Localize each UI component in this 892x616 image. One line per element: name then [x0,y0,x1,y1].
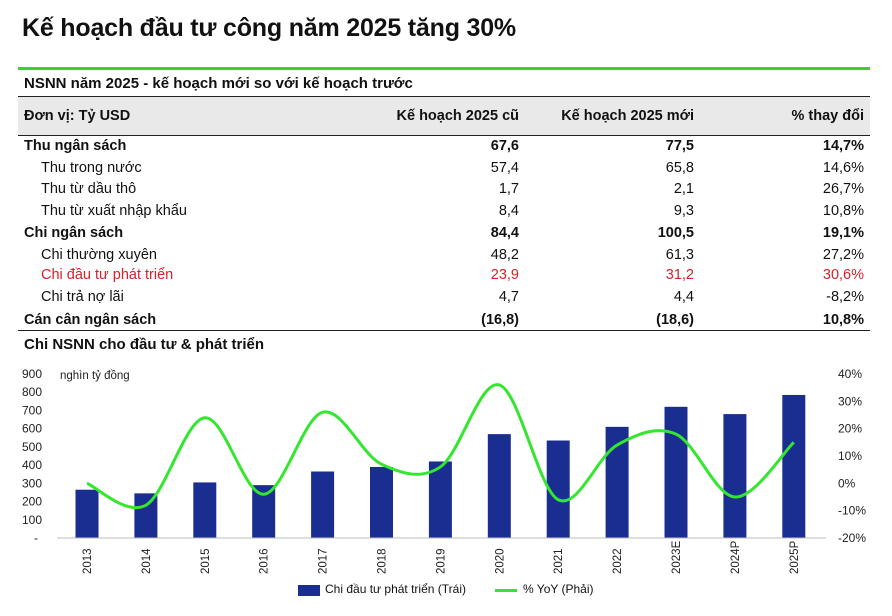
y-right-tick-label: -20% [838,531,866,545]
y-right-tick-label: 30% [838,394,862,408]
page-title: Kế hoạch đầu tư công năm 2025 tăng 30% [22,14,516,42]
bar [487,434,511,538]
y-right-tick-label: 20% [838,422,862,436]
y-left-tick-label: 100 [22,513,42,527]
x-tick-label: 2022 [612,548,624,574]
row-label: Thu từ xuất nhập khẩu [41,203,187,219]
table-header-rule [18,135,870,136]
table-bottom-rule [18,330,870,331]
y-left-tick-label: 600 [22,422,42,436]
row-value: 65,8 [665,160,694,176]
bar [782,394,806,538]
y-right-tick-label: 0% [838,476,856,490]
y-left-tick-label: 500 [22,440,42,454]
row-value: 19,1% [822,225,864,241]
row-value: 14,6% [822,160,864,176]
row-value: 48,2 [490,247,519,263]
y-left-tick-label: 800 [22,385,42,399]
row-label: Cán cân ngân sách [24,312,157,328]
table-header-change: % thay đổi [791,108,864,124]
row-value: 8,4 [498,203,519,219]
bar [605,426,629,538]
row-label: Thu từ dầu thô [41,181,137,197]
row-value: 4,4 [673,289,694,305]
bar [252,485,276,538]
x-tick-label: 2018 [377,548,389,574]
y-left-tick-label: - [34,531,38,545]
x-tick-label: 2017 [318,548,330,574]
bar [664,406,688,538]
row-value: 27,2% [822,247,864,263]
table-header-background [18,97,870,135]
legend-bar-swatch [298,585,320,596]
row-value: 100,5 [657,225,694,241]
bar [134,493,158,538]
bar [193,482,217,538]
title-divider [18,67,870,70]
x-tick-label: 2025P [789,540,801,574]
table-header-new-plan: Kế hoạch 2025 mới [561,108,694,124]
x-tick-label: 2013 [82,548,94,574]
y-left-unit-label: nghìn tỷ đồng [60,370,130,382]
legend-line-swatch [495,589,517,592]
table-header-unit: Đơn vị: Tỷ USD [24,108,131,124]
x-tick-label: 2016 [259,548,271,574]
table-header-old-plan: Kế hoạch 2025 cũ [396,108,520,124]
x-tick-label: 2015 [200,548,212,574]
bar [546,440,570,538]
row-label: Chi thường xuyên [41,247,157,263]
y-left-tick-label: 200 [22,495,42,509]
x-tick-label: 2014 [141,548,153,574]
row-value: (18,6) [656,312,694,328]
y-right-tick-label: 10% [838,449,862,463]
row-value: 23,9 [490,267,519,283]
y-left-tick-label: 300 [22,476,42,490]
row-value: 14,7% [822,138,864,154]
row-label: Thu trong nước [41,160,142,176]
bar [428,461,452,538]
row-label: Thu ngân sách [24,138,127,154]
y-right-tick-label: -10% [838,504,866,518]
investment-chart: - 100 200 300 400 500 600 700 800 900 -20% -10% 0% 10… [22,367,866,574]
row-value: 30,6% [822,267,864,283]
row-value: 84,4 [490,225,519,241]
row-value: 2,1 [673,181,694,197]
x-tick-label: 2021 [553,548,565,574]
y-left-tick-label: 700 [22,403,42,417]
x-tick-label: 2024P [730,540,742,574]
row-value: 9,3 [673,203,694,219]
y-left-tick-label: 900 [22,367,42,381]
row-value: 26,7% [822,181,864,197]
bar [75,489,99,538]
y-right-tick-label: 40% [838,367,862,381]
row-value: 10,8% [822,312,864,328]
row-value: 67,6 [490,138,519,154]
bar [370,466,393,538]
row-value: -8,2% [826,289,864,305]
legend-bar-label: Chi đầu tư phát triển (Trái) [325,582,466,596]
x-tick-label: 2020 [494,548,506,574]
row-label: Chi đầu tư phát triển [41,267,174,283]
row-value: 31,2 [665,267,694,283]
table-top-rule [18,96,870,97]
x-tick-label: 2019 [435,548,447,574]
row-value: 4,7 [498,289,519,305]
row-value: 1,7 [498,181,519,197]
row-value: 77,5 [665,138,694,154]
row-value: 10,8% [822,203,864,219]
bar [723,414,747,538]
y-left-tick-label: 400 [22,458,42,472]
row-label: Chi trả nợ lãi [41,289,124,305]
row-value: (16,8) [481,312,519,328]
row-label: Chi ngân sách [24,225,124,241]
table-subtitle: NSNN năm 2025 - kế hoạch mới so với kế h… [24,75,413,92]
x-tick-label: 2023E [671,540,683,574]
chart-title: Chi NSNN cho đầu tư & phát triển [24,336,265,353]
legend-line-label: % YoY (Phải) [523,582,594,596]
row-value: 57,4 [490,160,519,176]
row-value: 61,3 [665,247,694,263]
bar [311,471,335,538]
